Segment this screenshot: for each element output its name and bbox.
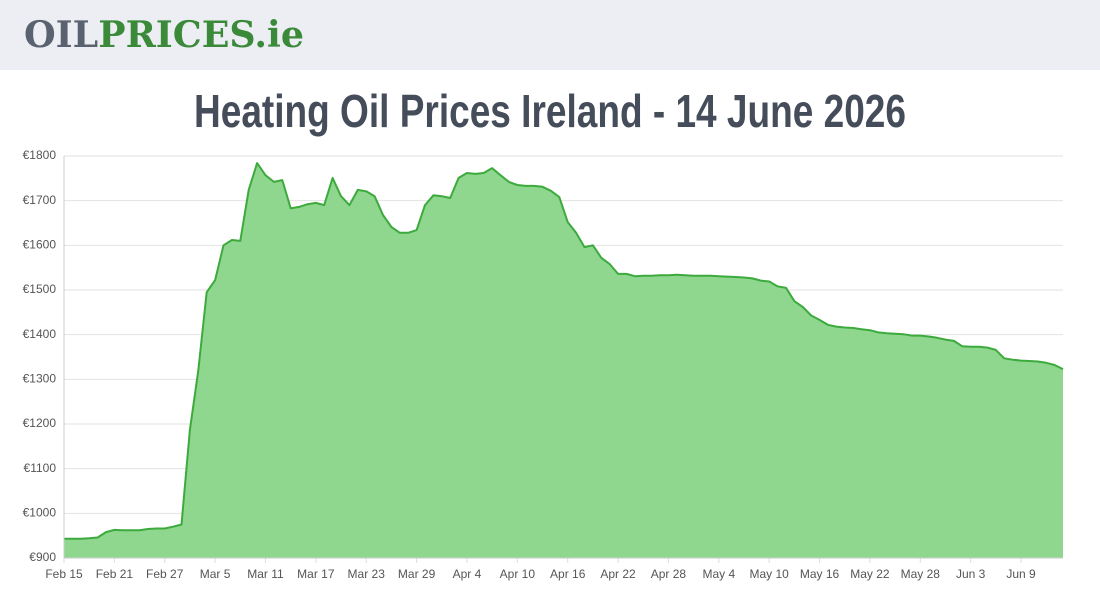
logo-part: .ie [254, 14, 304, 56]
x-tick-label: May 22 [850, 567, 890, 581]
y-tick-label: €1000 [23, 506, 57, 520]
y-tick-label: €1300 [23, 372, 57, 386]
y-tick-label: €1700 [23, 193, 57, 207]
x-tick-label: Feb 15 [45, 567, 83, 581]
y-tick-label: €1400 [23, 327, 57, 341]
y-tick-label: €1500 [23, 282, 57, 296]
logo-part: OIL [24, 14, 98, 56]
x-tick-label: Apr 28 [651, 567, 687, 581]
logo[interactable]: OILPRICES.ie [24, 14, 304, 56]
x-tick-label: Apr 10 [500, 567, 536, 581]
x-tick-label: Jun 3 [956, 567, 986, 581]
y-tick-label: €1600 [23, 238, 57, 252]
y-tick-label: €1100 [24, 461, 57, 475]
x-tick-label: Mar 5 [200, 567, 231, 581]
x-tick-label: Mar 23 [348, 567, 386, 581]
x-tick-label: May 4 [702, 567, 735, 581]
x-tick-label: Apr 22 [600, 567, 636, 581]
x-tick-label: Mar 11 [247, 567, 284, 581]
x-tick-label: Feb 21 [96, 567, 134, 581]
y-tick-label: €900 [29, 550, 56, 564]
chart: €900 €1000 €1100 €1200 €1300 €1400 €1500 €1600 €… [23, 148, 1064, 581]
x-tick-label: Mar 17 [297, 567, 335, 581]
x-tick-label: May 10 [749, 567, 789, 581]
x-tick-label: Apr 16 [550, 567, 586, 581]
x-tick-label: Jun 9 [1006, 567, 1036, 581]
header-bar [0, 0, 1100, 70]
x-tick-label: Apr 4 [453, 567, 482, 581]
logo-part: PRICES [98, 14, 254, 56]
x-tick-label: Feb 27 [146, 567, 184, 581]
x-tick-label: Mar 29 [398, 567, 436, 581]
chart-title: Heating Oil Prices Ireland - 14 June 202… [194, 85, 906, 137]
line [64, 162, 1064, 540]
x-tick-label: May 28 [901, 567, 941, 581]
x-tick-label: May 16 [800, 567, 840, 581]
y-tick-label: €1200 [23, 416, 57, 430]
area [64, 163, 1063, 558]
y-tick-label: €1800 [23, 148, 57, 162]
